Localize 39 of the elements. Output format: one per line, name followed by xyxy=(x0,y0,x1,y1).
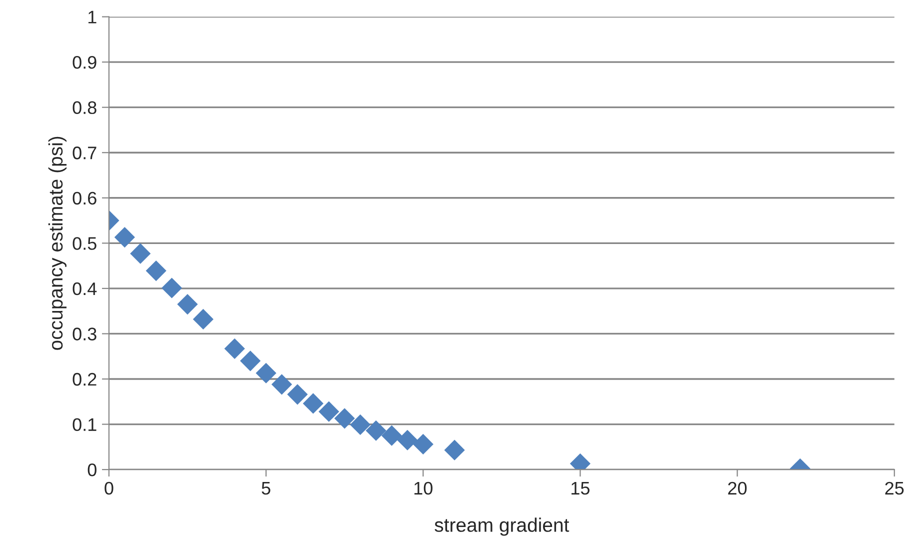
y-tick-label: 0.8 xyxy=(72,101,96,114)
point xyxy=(397,430,418,450)
point xyxy=(444,440,465,460)
y-tick-label: 0.1 xyxy=(72,418,96,431)
point xyxy=(146,260,166,282)
point xyxy=(318,401,340,422)
x-tick-label: 25 xyxy=(885,482,904,495)
point xyxy=(350,414,371,436)
point xyxy=(224,338,245,359)
point xyxy=(114,226,135,248)
y-tick-label: 0.2 xyxy=(72,372,96,386)
x-tick-label: 5 xyxy=(262,482,270,495)
x-tick-label: 10 xyxy=(414,482,432,495)
point xyxy=(240,350,261,372)
point xyxy=(177,294,198,315)
point xyxy=(412,434,434,455)
point xyxy=(381,425,402,446)
y-tick-label: 0.5 xyxy=(72,237,96,250)
x-axis-title: stream gradient xyxy=(434,518,570,536)
point xyxy=(256,362,276,384)
point xyxy=(271,374,292,395)
point xyxy=(366,420,386,441)
x-tick-label: 15 xyxy=(572,482,590,495)
y-tick-label: 0.6 xyxy=(72,192,96,205)
y-tick-label: 0 xyxy=(88,463,96,476)
point xyxy=(302,393,324,414)
x-tick-label: 0 xyxy=(104,482,114,495)
y-tick-label: 1 xyxy=(88,10,96,24)
x-tick-label: 20 xyxy=(728,482,747,495)
point xyxy=(161,278,182,298)
y-tick-label: 0.3 xyxy=(72,328,96,340)
point xyxy=(130,243,151,264)
y-axis-title: occupancy estimate (psi) xyxy=(48,136,66,350)
point xyxy=(334,408,355,429)
y-tick-label: 0.4 xyxy=(72,282,97,296)
point xyxy=(192,308,214,330)
y-tick-label: 0.7 xyxy=(72,146,96,160)
point xyxy=(287,384,308,405)
y-tick-label: 0.9 xyxy=(72,56,96,69)
